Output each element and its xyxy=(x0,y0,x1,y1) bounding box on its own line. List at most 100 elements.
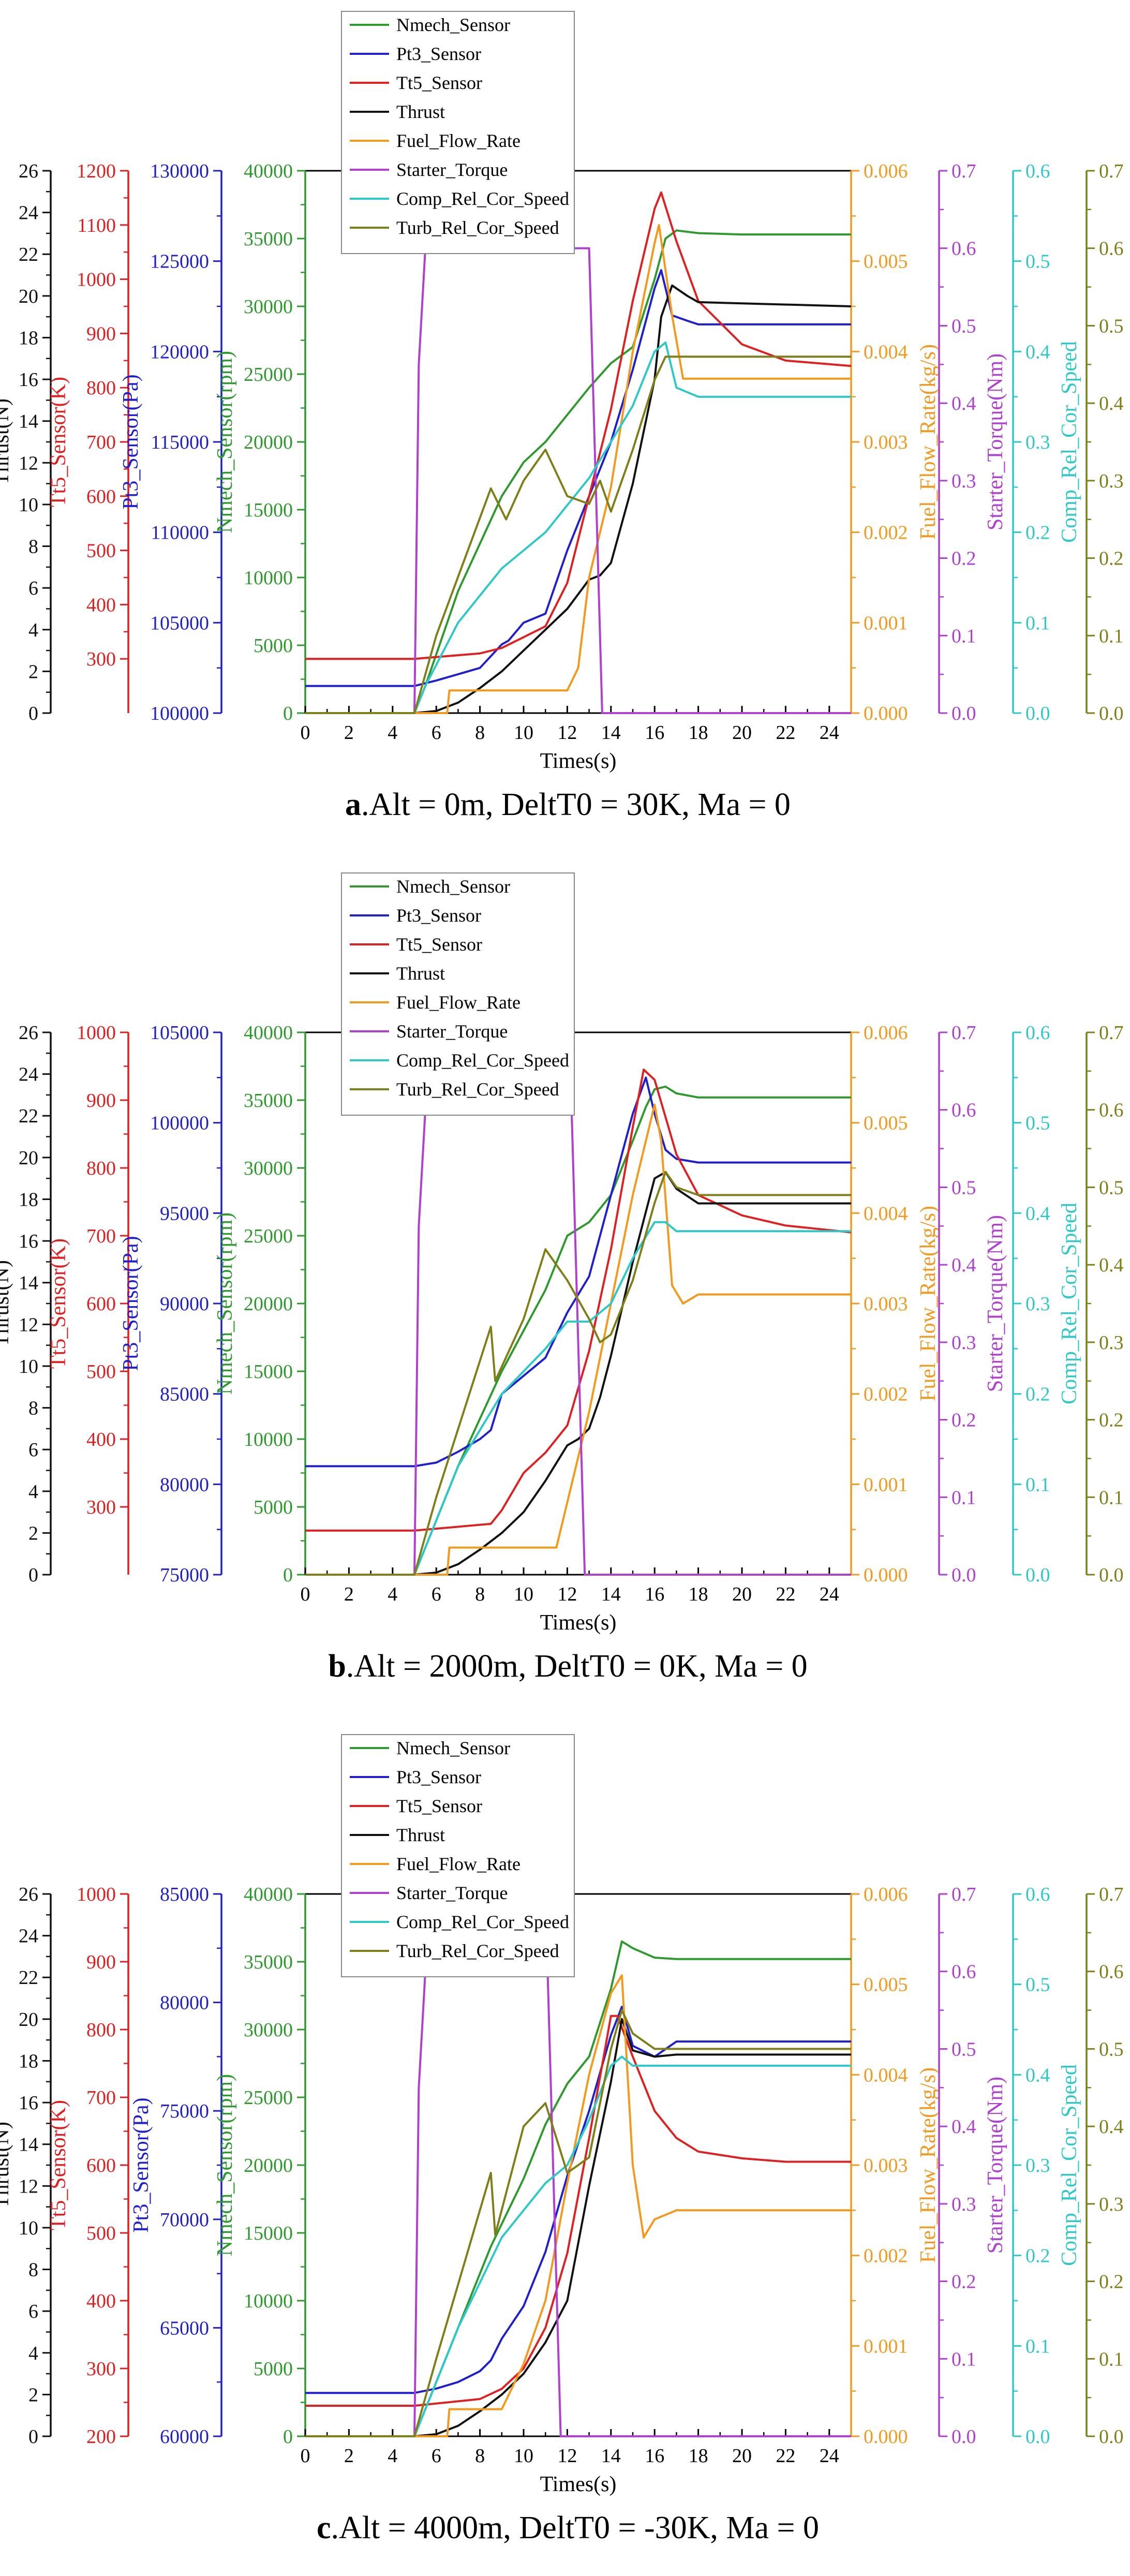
tick-label-tt5: 1000 xyxy=(77,1022,116,1044)
tick-label-nmech: 30000 xyxy=(244,296,293,318)
x-tick-label: 20 xyxy=(732,1583,752,1605)
axis-label-tt5: Tt5_Sensor(K) xyxy=(47,1238,70,1369)
x-tick-label: 8 xyxy=(475,2445,485,2467)
tick-label-thrust: 2 xyxy=(28,2384,38,2406)
tick-label-nmech: 40000 xyxy=(244,160,293,182)
tick-label-pt3: 60000 xyxy=(160,2426,209,2448)
x-tick-label: 4 xyxy=(388,1583,397,1605)
tick-label-comp: 0.6 xyxy=(1025,160,1050,182)
caption-text: .Alt = 2000m, DeltT0 = 0K, Ma = 0 xyxy=(346,1649,808,1684)
tick-label-comp: 0.0 xyxy=(1025,2426,1050,2448)
tick-label-tt5: 500 xyxy=(86,2223,116,2244)
x-tick-label: 16 xyxy=(645,1583,664,1605)
caption-letter: c xyxy=(317,2510,331,2545)
legend-entry: Pt3_Sensor xyxy=(396,1767,481,1787)
tick-label-torque: 0.2 xyxy=(951,548,976,570)
series-line-turb-rel-cor-speed xyxy=(305,2009,851,2437)
tick-label-thrust: 10 xyxy=(19,1356,38,1378)
caption-letter: a xyxy=(345,787,361,822)
tick-label-nmech: 35000 xyxy=(244,1951,293,1973)
legend-entry: Thrust xyxy=(396,1825,445,1845)
tick-label-nmech: 20000 xyxy=(244,1293,293,1315)
tick-label-turb: 0.7 xyxy=(1099,160,1124,182)
panel-caption: b.Alt = 2000m, DeltT0 = 0K, Ma = 0 xyxy=(328,1649,807,1684)
x-tick-label: 8 xyxy=(475,1583,485,1605)
series-line-turb-rel-cor-speed xyxy=(305,1171,851,1576)
tick-label-thrust: 18 xyxy=(19,327,38,349)
tick-label-torque: 0.2 xyxy=(951,2271,976,2293)
tick-label-torque: 0.3 xyxy=(951,2194,976,2215)
tick-label-thrust: 24 xyxy=(19,1064,38,1086)
tick-label-turb: 0.0 xyxy=(1099,2426,1124,2448)
tick-label-thrust: 18 xyxy=(19,2050,38,2072)
tick-label-thrust: 14 xyxy=(19,1272,38,1294)
legend-entry: Nmech_Sensor xyxy=(396,876,510,897)
tick-label-turb: 0.0 xyxy=(1099,1564,1124,1586)
tick-label-thrust: 8 xyxy=(28,536,38,558)
legend-entry: Thrust xyxy=(396,101,445,122)
tick-label-thrust: 8 xyxy=(28,2259,38,2281)
tick-label-torque: 0.6 xyxy=(951,1961,976,1983)
tick-label-fuel: 0.004 xyxy=(864,1203,908,1224)
caption-letter: b xyxy=(328,1649,346,1684)
x-tick-label: 8 xyxy=(475,722,485,744)
tick-label-thrust: 0 xyxy=(28,703,38,724)
x-tick-label: 0 xyxy=(301,2445,310,2467)
tick-label-thrust: 6 xyxy=(28,578,38,599)
tick-label-nmech: 40000 xyxy=(244,1022,293,1044)
tick-label-turb: 0.7 xyxy=(1099,1884,1124,1905)
series-line-pt3-sensor xyxy=(305,1076,851,1468)
tick-label-pt3: 80000 xyxy=(160,1992,209,2014)
tick-label-thrust: 20 xyxy=(19,1147,38,1169)
tick-label-turb: 0.7 xyxy=(1099,1022,1124,1044)
tick-label-thrust: 12 xyxy=(19,452,38,474)
x-tick-label: 22 xyxy=(776,722,795,744)
tick-label-comp: 0.0 xyxy=(1025,703,1050,724)
tick-label-torque: 0.4 xyxy=(951,2116,976,2138)
x-tick-label: 2 xyxy=(344,722,354,744)
x-tick-label: 10 xyxy=(514,1583,533,1605)
x-tick-label: 24 xyxy=(820,1583,839,1605)
panel-caption: c.Alt = 4000m, DeltT0 = -30K, Ma = 0 xyxy=(317,2510,819,2545)
tick-label-torque: 0.6 xyxy=(951,1100,976,1121)
tick-label-thrust: 24 xyxy=(19,202,38,224)
tick-label-thrust: 20 xyxy=(19,286,38,307)
tick-label-fuel: 0.006 xyxy=(864,160,908,182)
tick-label-thrust: 6 xyxy=(28,2301,38,2322)
tick-label-torque: 0.6 xyxy=(951,238,976,260)
tick-label-fuel: 0.005 xyxy=(864,251,908,273)
tick-label-torque: 0.3 xyxy=(951,470,976,492)
tick-label-nmech: 5000 xyxy=(254,1497,293,1518)
tick-label-torque: 0.5 xyxy=(951,1177,976,1198)
tick-label-turb: 0.3 xyxy=(1099,2194,1124,2215)
tick-label-nmech: 35000 xyxy=(244,1090,293,1112)
tick-label-tt5: 700 xyxy=(86,1225,116,1247)
tick-label-pt3: 110000 xyxy=(151,522,209,544)
tick-label-thrust: 2 xyxy=(28,1522,38,1544)
series-line-starter-torque xyxy=(305,247,851,714)
tick-label-turb: 0.3 xyxy=(1099,1332,1124,1354)
legend-entry: Pt3_Sensor xyxy=(396,905,481,926)
tick-label-thrust: 26 xyxy=(19,1022,38,1044)
tick-label-comp: 0.1 xyxy=(1025,612,1050,634)
tick-label-turb: 0.3 xyxy=(1099,470,1124,492)
series-line-starter-torque xyxy=(305,1108,851,1576)
legend-box xyxy=(341,11,575,254)
tick-label-thrust: 6 xyxy=(28,1439,38,1461)
x-tick-label: 0 xyxy=(301,722,310,744)
panel-caption: a.Alt = 0m, DeltT0 = 30K, Ma = 0 xyxy=(345,787,791,822)
x-tick-label: 22 xyxy=(776,2445,795,2467)
tick-label-pt3: 120000 xyxy=(150,341,209,363)
tick-label-thrust: 24 xyxy=(19,1926,38,1947)
tick-label-pt3: 80000 xyxy=(160,1474,209,1496)
axis-label-comp: Comp_Rel_Cor_Speed xyxy=(1058,341,1081,543)
tick-label-nmech: 30000 xyxy=(244,2019,293,2041)
tick-label-torque: 0.4 xyxy=(951,393,976,414)
tick-label-torque: 0.4 xyxy=(951,1254,976,1276)
tick-label-pt3: 90000 xyxy=(160,1293,209,1315)
tick-label-torque: 0.0 xyxy=(951,2426,976,2448)
tick-label-torque: 0.0 xyxy=(951,1564,976,1586)
tick-label-comp: 0.2 xyxy=(1025,1384,1050,1405)
tick-label-tt5: 800 xyxy=(86,1158,116,1179)
legend-entry: Turb_Rel_Cor_Speed xyxy=(396,1079,559,1100)
